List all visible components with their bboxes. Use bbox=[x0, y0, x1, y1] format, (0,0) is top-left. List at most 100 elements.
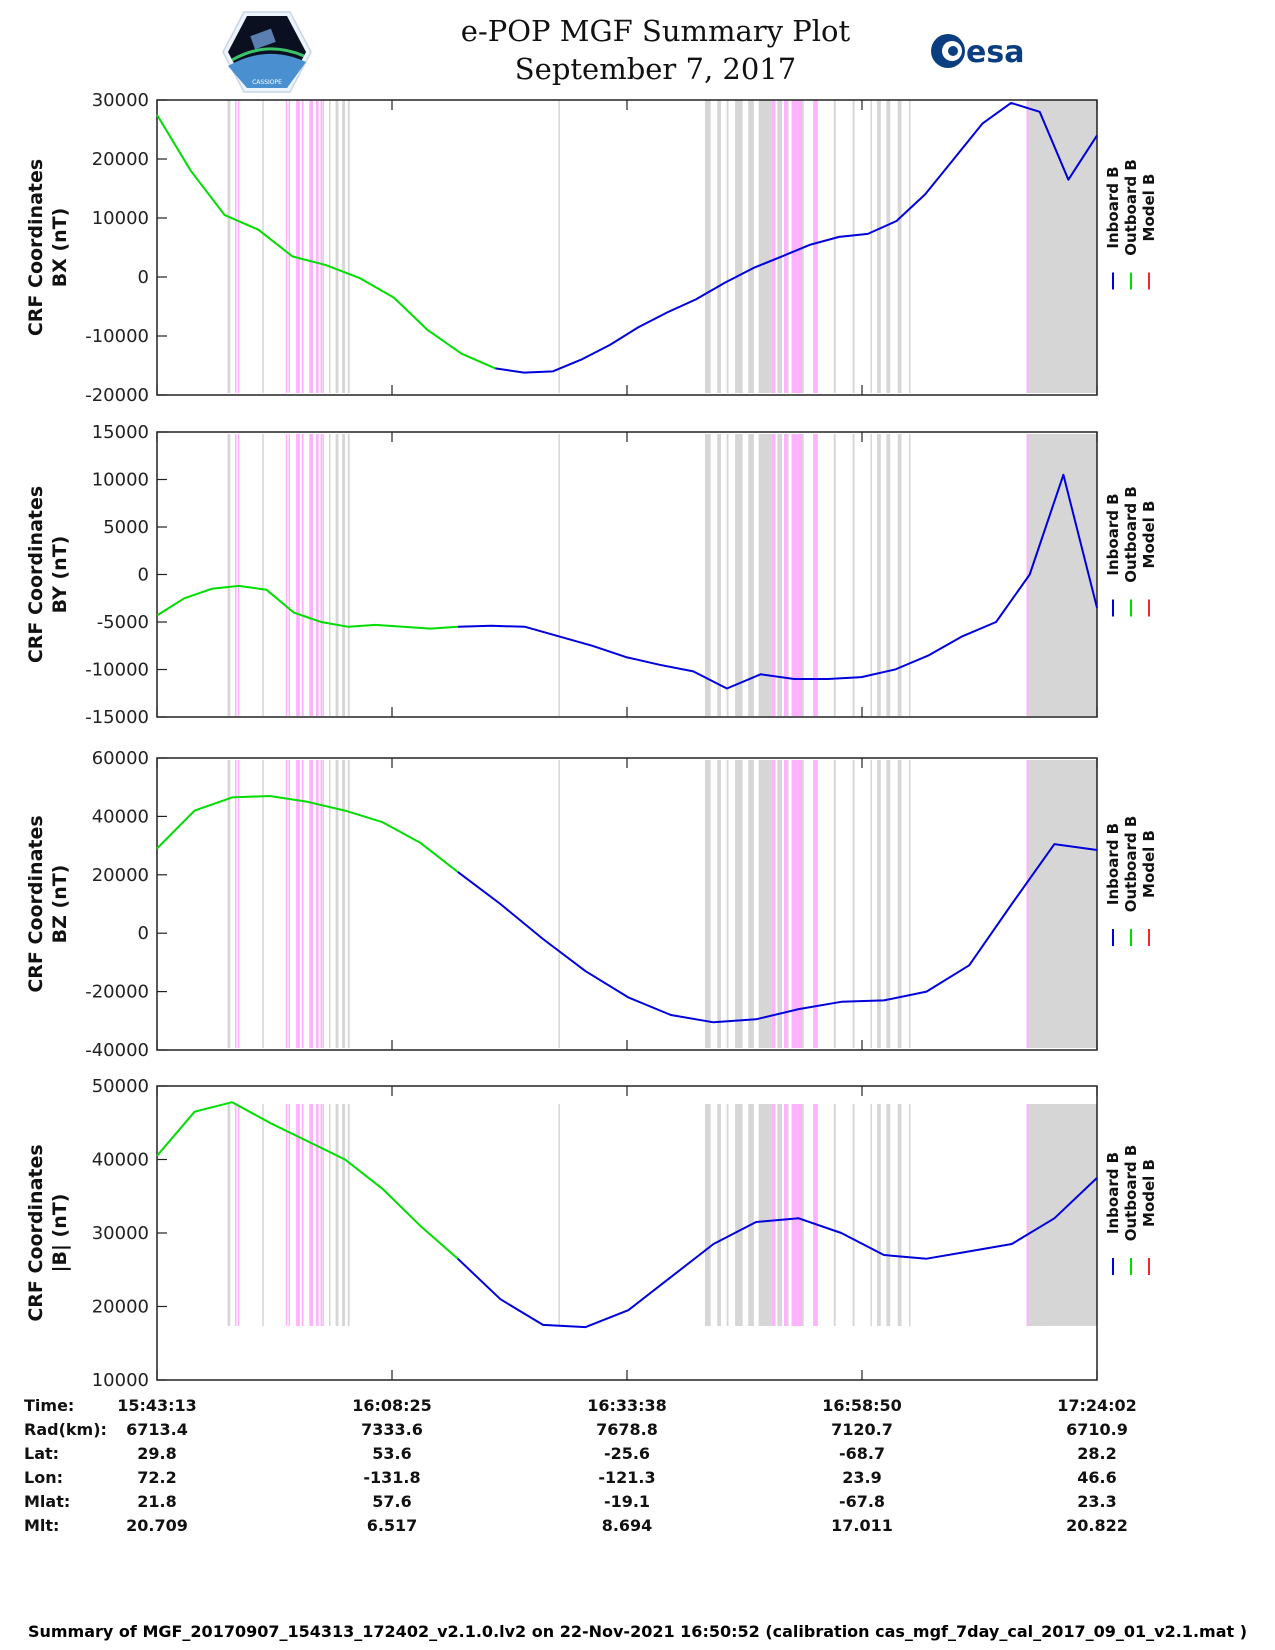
gray-data-band bbox=[852, 434, 855, 716]
legend-label: Inboard B bbox=[1104, 823, 1122, 905]
gray-data-band bbox=[227, 760, 231, 1048]
pink-data-band bbox=[322, 100, 324, 393]
gray-data-band bbox=[785, 434, 789, 716]
gray-data-band bbox=[347, 434, 350, 716]
pink-data-band bbox=[315, 760, 319, 1048]
pink-data-band bbox=[322, 760, 324, 1048]
gray-data-band bbox=[886, 760, 891, 1048]
gray-data-band bbox=[558, 760, 560, 1048]
pink-data-band bbox=[320, 760, 323, 1048]
gray-data-band bbox=[785, 100, 789, 393]
y-axis-label: CRF Coordinates bbox=[25, 486, 47, 663]
pink-data-band bbox=[235, 1104, 237, 1326]
pink-data-band bbox=[813, 760, 818, 1048]
gray-data-band bbox=[748, 1104, 754, 1326]
legend-label: Inboard B bbox=[1104, 1152, 1122, 1234]
legend-label: Outboard B bbox=[1122, 1145, 1140, 1242]
gray-data-band bbox=[342, 760, 345, 1048]
info-cell: -19.1 bbox=[603, 1492, 651, 1511]
gray-data-band bbox=[329, 1104, 331, 1326]
plot-date: September 7, 2017 bbox=[514, 52, 797, 86]
y-tick-label: -10000 bbox=[85, 326, 149, 347]
info-cell: 46.6 bbox=[1077, 1468, 1117, 1487]
info-cell: 17:24:02 bbox=[1057, 1396, 1137, 1415]
info-cell: 20.822 bbox=[1066, 1516, 1128, 1535]
pink-data-band bbox=[813, 434, 818, 716]
y-tick-label: 40000 bbox=[92, 806, 149, 827]
pink-data-band bbox=[237, 100, 240, 393]
y-tick-label: 50000 bbox=[92, 1076, 149, 1097]
gray-data-band bbox=[777, 100, 783, 393]
gray-data-band bbox=[342, 100, 345, 393]
gray-data-band bbox=[852, 100, 855, 393]
pink-data-band bbox=[235, 434, 237, 716]
pink-data-band bbox=[1026, 1104, 1029, 1326]
info-cell: 15:43:13 bbox=[117, 1396, 197, 1415]
gray-data-band bbox=[877, 100, 879, 393]
gray-data-band bbox=[909, 1104, 911, 1326]
pink-data-band bbox=[783, 760, 787, 1048]
gray-data-band bbox=[852, 1104, 855, 1326]
pink-data-band bbox=[813, 100, 818, 393]
gray-data-band bbox=[870, 100, 872, 393]
pink-data-band bbox=[285, 760, 288, 1048]
pink-data-band bbox=[296, 1104, 300, 1326]
esa-logo: esa bbox=[931, 34, 1024, 70]
pink-data-band bbox=[301, 1104, 304, 1326]
pink-data-band bbox=[237, 760, 240, 1048]
pink-data-band bbox=[315, 1104, 319, 1326]
gray-data-band bbox=[877, 1104, 879, 1326]
gray-data-band bbox=[886, 100, 891, 393]
y-tick-label: -15000 bbox=[85, 707, 149, 728]
pink-data-band bbox=[1026, 100, 1029, 393]
gray-data-band bbox=[262, 434, 264, 716]
info-row-label: Rad(km): bbox=[24, 1420, 107, 1439]
info-cell: -131.8 bbox=[363, 1468, 421, 1487]
pink-data-band bbox=[301, 100, 304, 393]
y-tick-label: -20000 bbox=[85, 982, 149, 1003]
gray-data-band bbox=[717, 100, 721, 393]
gray-data-band bbox=[335, 1104, 339, 1326]
legend-label: Outboard B bbox=[1122, 486, 1140, 583]
pink-data-band bbox=[285, 1104, 288, 1326]
gray-data-band bbox=[227, 100, 231, 393]
y-axis-label-units: BX (nT) bbox=[49, 208, 71, 288]
pink-data-band bbox=[791, 760, 802, 1048]
info-row-label: Lon: bbox=[24, 1468, 63, 1487]
pink-data-band bbox=[288, 434, 291, 716]
gray-data-band bbox=[347, 100, 350, 393]
info-cell: 6.517 bbox=[366, 1516, 418, 1535]
legend-label: Model B bbox=[1140, 174, 1158, 242]
gray-data-band bbox=[852, 760, 855, 1048]
gray-data-band bbox=[347, 1104, 350, 1326]
esa-logo-text: esa bbox=[966, 35, 1024, 70]
info-cell: 17.011 bbox=[831, 1516, 893, 1535]
y-tick-label: 40000 bbox=[92, 1150, 149, 1171]
y-tick-label: 30000 bbox=[92, 90, 149, 111]
y-tick-label: 10000 bbox=[92, 208, 149, 229]
info-cell: 28.2 bbox=[1077, 1444, 1117, 1463]
pink-data-band bbox=[309, 100, 314, 393]
info-cell: 23.9 bbox=[842, 1468, 882, 1487]
gray-data-band bbox=[735, 434, 743, 716]
gray-data-band bbox=[897, 100, 902, 393]
pink-data-band bbox=[315, 100, 319, 393]
gray-data-band bbox=[877, 760, 879, 1048]
gray-data-band bbox=[777, 434, 783, 716]
y-tick-label: 20000 bbox=[92, 1297, 149, 1318]
series-line-outboard-b bbox=[156, 114, 496, 370]
gray-data-band bbox=[870, 1104, 872, 1326]
gray-data-band bbox=[717, 434, 721, 716]
y-tick-label: 60000 bbox=[92, 748, 149, 769]
gray-data-band bbox=[1026, 760, 1097, 1048]
info-cell: 72.2 bbox=[137, 1468, 177, 1487]
gray-data-band bbox=[262, 1104, 264, 1326]
gray-data-band bbox=[705, 1104, 711, 1326]
y-tick-label: -5000 bbox=[97, 612, 149, 633]
info-cell: 6710.9 bbox=[1066, 1420, 1128, 1439]
gray-data-band bbox=[897, 1104, 902, 1326]
gray-data-band bbox=[878, 1104, 881, 1326]
gray-data-band bbox=[758, 1104, 772, 1326]
gray-data-band bbox=[717, 760, 721, 1048]
